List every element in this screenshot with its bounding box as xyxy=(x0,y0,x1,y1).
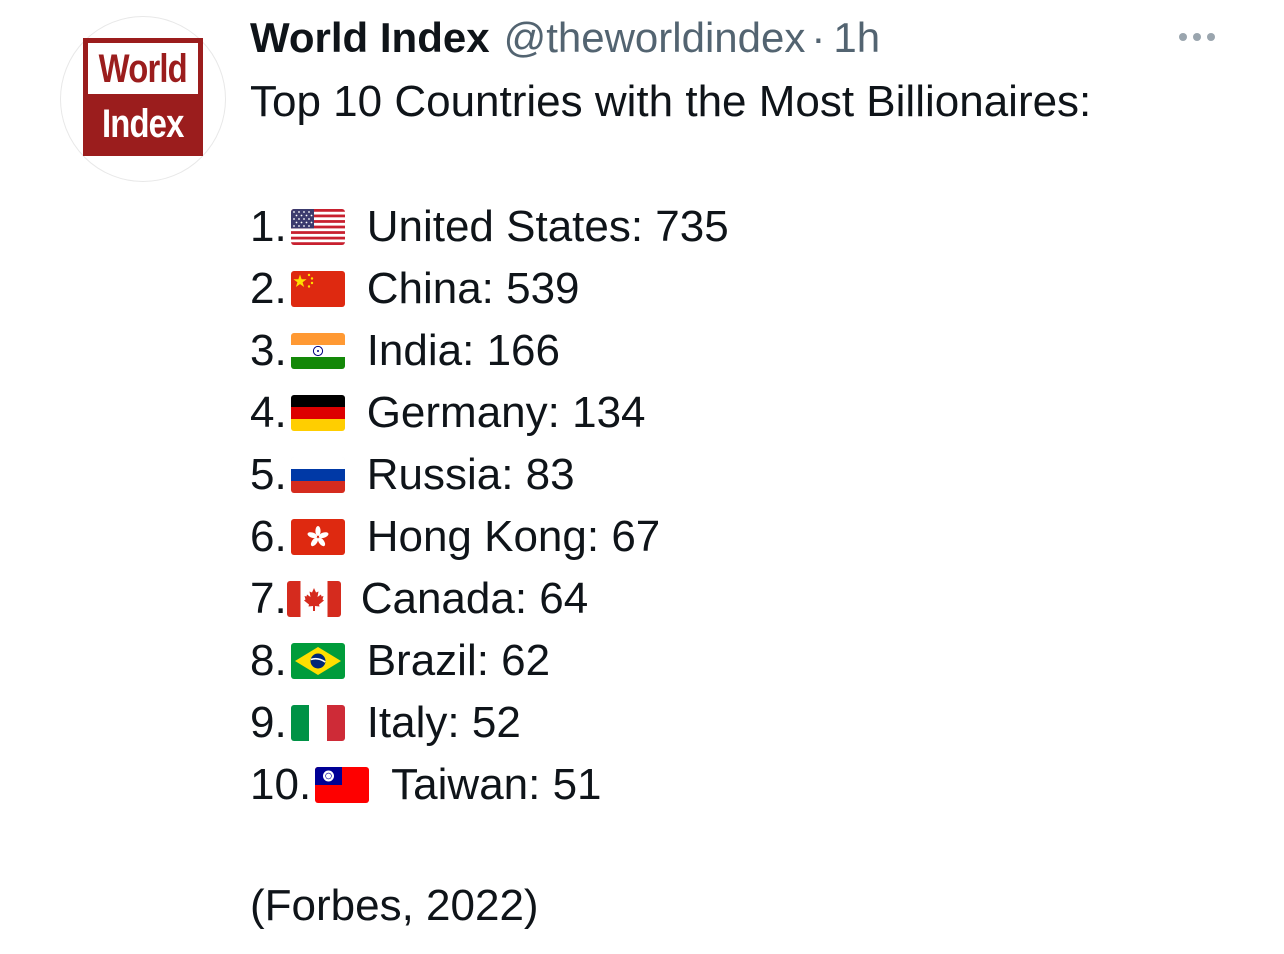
country-count-text: Canada: 64 xyxy=(360,574,589,623)
flag-ru-icon xyxy=(290,457,345,493)
flag-hk-icon xyxy=(290,519,345,555)
logo-line-2: Index xyxy=(102,102,184,146)
list-item: 10. Taiwan: 51 xyxy=(250,754,729,816)
list-item: 2. China: 539 xyxy=(250,258,729,320)
rank-number: 10. xyxy=(250,760,312,809)
list-item: 5. Russia: 83 xyxy=(250,444,729,506)
flag-it-icon xyxy=(290,705,345,741)
rank-number: 3. xyxy=(250,326,287,375)
list-item: 3. India: 166 xyxy=(250,320,729,382)
flag-in-icon xyxy=(290,333,345,369)
country-count-text: China: 539 xyxy=(366,264,580,313)
country-count-text: Germany: 134 xyxy=(366,388,646,437)
country-count-text: India: 166 xyxy=(366,326,560,375)
list-item: 9. Italy: 52 xyxy=(250,692,729,754)
rank-number: 1. xyxy=(250,202,287,251)
ranking-list: 1. xyxy=(250,196,729,816)
tweet-timestamp[interactable]: 1h xyxy=(833,14,881,61)
rank-number: 9. xyxy=(250,698,287,747)
flag-br-icon xyxy=(290,643,345,679)
list-item: 7. Canada: 64 xyxy=(250,568,729,630)
rank-number: 6. xyxy=(250,512,287,561)
author-display-name[interactable]: World Index xyxy=(250,14,490,61)
world-index-logo: World Index xyxy=(83,38,203,156)
rank-number: 4. xyxy=(250,388,287,437)
more-dots-icon[interactable] xyxy=(1170,26,1224,48)
country-count-text: United States: 735 xyxy=(366,202,729,251)
flag-us-icon xyxy=(290,209,345,245)
country-count-text: Taiwan: 51 xyxy=(391,760,602,809)
flag-cn-icon xyxy=(290,271,345,307)
country-count-text: Russia: 83 xyxy=(366,450,575,499)
flag-tw-icon xyxy=(315,767,370,803)
header-separator: · xyxy=(811,14,826,61)
flag-ca-icon xyxy=(286,581,341,617)
tweet-intro-text: Top 10 Countries with the Most Billionai… xyxy=(250,77,1092,126)
logo-line-1: World xyxy=(98,46,188,91)
source-citation: (Forbes, 2022) xyxy=(250,881,539,930)
country-count-text: Brazil: 62 xyxy=(366,636,551,685)
rank-number: 2. xyxy=(250,264,287,313)
rank-number: 8. xyxy=(250,636,287,685)
rank-number: 5. xyxy=(250,450,287,499)
list-item: 8. Brazil: 62 xyxy=(250,630,729,692)
list-item: 4. Germany: 134 xyxy=(250,382,729,444)
list-item: 1. xyxy=(250,196,729,258)
list-item: 6. Hong Kong: 67 xyxy=(250,506,729,568)
rank-number: 7. xyxy=(250,574,287,623)
flag-de-icon xyxy=(290,395,345,431)
country-count-text: Hong Kong: 67 xyxy=(366,512,661,561)
tweet-header: World Index @theworldindex · 1h xyxy=(250,14,880,62)
author-handle[interactable]: @theworldindex xyxy=(503,14,806,61)
country-count-text: Italy: 52 xyxy=(366,698,521,747)
